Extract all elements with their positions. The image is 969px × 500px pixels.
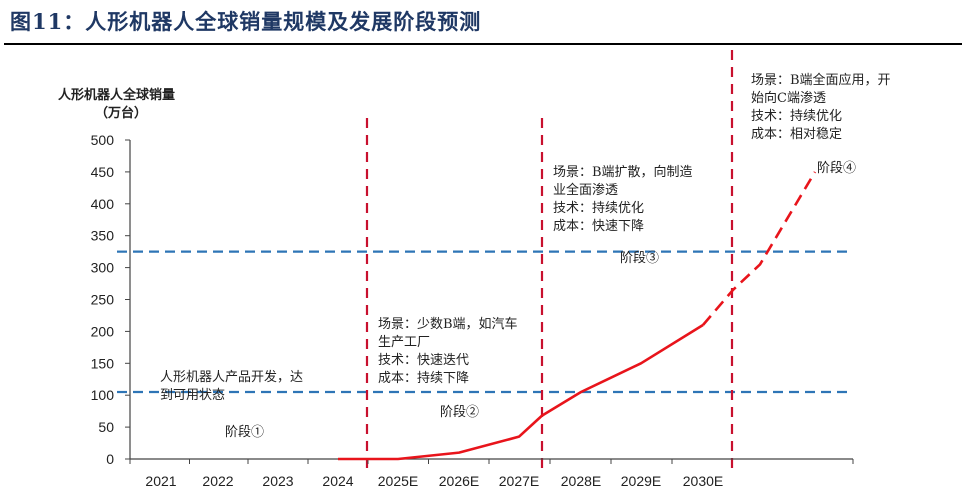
x-tick-label: 2030E — [683, 473, 723, 489]
stage-description: 始向C端渗透 — [751, 90, 826, 106]
sales-line-solid — [338, 323, 704, 461]
stage-label: 阶段① — [225, 425, 264, 440]
stage-description: 人形机器人产品开发，达 — [160, 369, 303, 385]
y-tick-label: 100 — [91, 387, 115, 403]
x-tick-label: 2028E — [561, 473, 601, 489]
stage-description: 技术：持续优化 — [553, 201, 644, 216]
stage-description: 场景：B端全面应用，开 — [751, 72, 891, 88]
x-tick-label: 2026E — [439, 473, 479, 489]
stage-label: 阶段② — [440, 405, 479, 420]
y-tick-label: 450 — [91, 164, 115, 180]
y-tick-label: 0 — [106, 451, 114, 467]
stage-description: 技术：快速迭代 — [378, 353, 469, 368]
x-tick-label: 2024 — [322, 473, 353, 489]
stage-description: 场景：B端扩散，向制造 — [553, 164, 693, 180]
stage-description: 生产工厂 — [378, 335, 430, 350]
stage-description: 成本：快速下降 — [553, 219, 644, 234]
x-tick-label: 2022 — [202, 473, 233, 489]
y-tick-label: 500 — [91, 132, 115, 148]
figure-title: 图11：人形机器人全球销量规模及发展阶段预测 — [10, 9, 482, 34]
sales-line-forecast-dashed — [702, 171, 817, 326]
y-tick-label: 150 — [91, 355, 115, 371]
stage-label: 阶段③ — [620, 251, 659, 266]
y-tick-label: 350 — [91, 228, 115, 244]
x-tick-label: 2021 — [145, 473, 176, 489]
x-tick-label: 2023 — [262, 473, 293, 489]
y-tick-label: 50 — [98, 419, 114, 435]
y-tick-label: 300 — [91, 260, 115, 276]
stage-label: 阶段④ — [817, 161, 856, 176]
stage-description: 成本：持续下降 — [378, 371, 469, 386]
y-tick-label: 200 — [91, 323, 115, 339]
y-tick-label: 400 — [91, 196, 115, 212]
stage-description: 成本：相对稳定 — [751, 126, 842, 142]
stage-description: 业全面渗透 — [553, 182, 618, 198]
stage-description: 技术：持续优化 — [751, 109, 842, 124]
stage-description: 到可用状态 — [160, 388, 225, 403]
x-tick-label: 2027E — [499, 473, 539, 489]
stage-description: 场景：少数B端，如汽车 — [378, 316, 518, 332]
y-axis-unit: （万台） — [95, 105, 147, 121]
x-tick-label: 2025E — [378, 473, 418, 489]
x-tick-label: 2029E — [621, 473, 661, 489]
title-rule — [4, 43, 962, 45]
y-tick-label: 250 — [91, 292, 115, 308]
y-axis-title: 人形机器人全球销量 — [58, 87, 175, 103]
